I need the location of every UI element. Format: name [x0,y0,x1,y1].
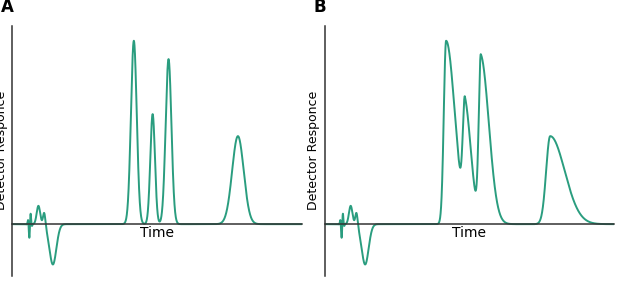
X-axis label: Time: Time [140,226,174,240]
Y-axis label: Detector Responce: Detector Responce [308,91,321,211]
Text: A: A [1,0,14,16]
X-axis label: Time: Time [452,226,486,240]
Text: B: B [313,0,326,16]
Y-axis label: Detector Responce: Detector Responce [0,91,8,211]
